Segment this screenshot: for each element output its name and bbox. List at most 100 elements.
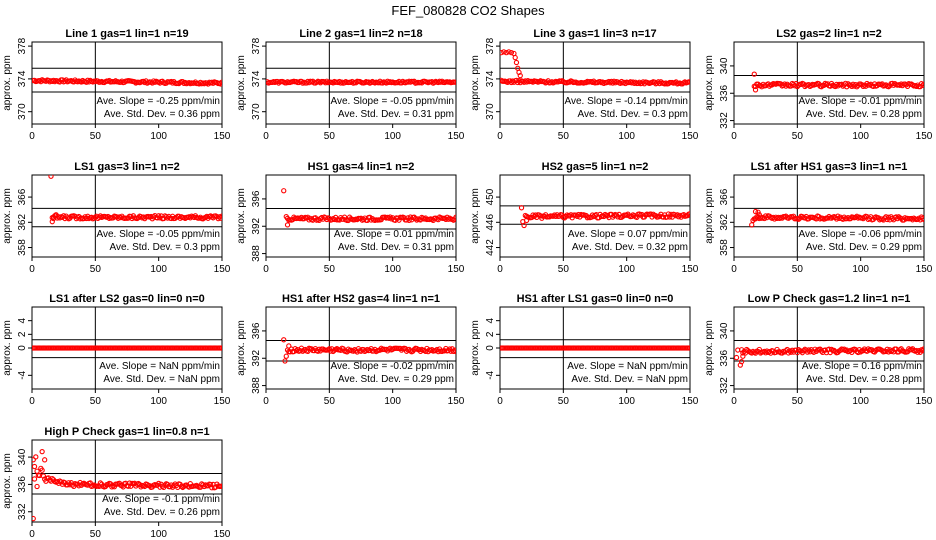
y-tick-label: 374 <box>485 70 496 87</box>
x-tick-label: 0 <box>731 131 737 142</box>
x-tick-label: 100 <box>150 396 167 407</box>
x-tick-label: 50 <box>90 264 102 275</box>
y-tick-label: -4 <box>17 370 28 379</box>
y-tick-label: 378 <box>17 37 28 54</box>
data-point <box>286 343 292 349</box>
plot-frame <box>733 306 925 390</box>
y-tick-label: 396 <box>251 322 262 339</box>
x-tick-label: 0 <box>263 396 269 407</box>
slope-annotation: Ave. Slope = -0.02 ppm/min <box>331 361 455 372</box>
data-point <box>39 448 45 455</box>
data-point <box>752 208 759 215</box>
y-tick-label: 358 <box>719 239 730 256</box>
data-point <box>845 81 851 87</box>
y-tick-label: 378 <box>485 37 496 54</box>
y-tick-label: 362 <box>17 214 28 231</box>
slope-annotation: Ave. Slope = NaN ppm/min <box>567 361 688 372</box>
data-point <box>453 348 456 355</box>
data-point <box>667 214 673 220</box>
y-tick-label: 4 <box>485 317 496 323</box>
data-series <box>32 448 222 522</box>
x-tick-label: 0 <box>497 264 503 275</box>
data-series <box>48 175 222 225</box>
data-point <box>40 473 47 479</box>
panel-8: LS1 after HS1 gas=3 lin=1 n=1 0 50 100 150 35… <box>704 161 933 275</box>
x-tick-label: 0 <box>263 264 269 275</box>
y-tick-label: 340 <box>719 57 730 74</box>
x-tick-label: 50 <box>792 396 804 407</box>
x-tick-label: 100 <box>384 396 401 407</box>
data-point <box>917 83 923 90</box>
panel-10: HS1 after HS2 gas=4 lin=1 n=1 0 50 100 150 38… <box>236 293 465 407</box>
y-axis-label: approx. ppm <box>470 55 481 111</box>
x-tick-label: 100 <box>150 264 167 275</box>
data-point <box>687 345 690 351</box>
data-point <box>764 348 770 354</box>
panel-13: High P Check gas=1 lin=0.8 n=1 0 50 100 150 3… <box>2 426 231 540</box>
y-tick-label: 340 <box>17 448 28 465</box>
x-tick-label: 100 <box>384 264 401 275</box>
x-tick-label: 0 <box>29 529 35 540</box>
figure-title: FEF_080828 CO2 Shapes <box>391 3 545 18</box>
x-tick-label: 100 <box>618 396 635 407</box>
x-tick-label: 150 <box>214 396 231 407</box>
x-tick-label: 100 <box>384 131 401 142</box>
panel-title: HS1 after LS1 gas=0 lin=0 n=0 <box>517 293 674 305</box>
panel-title: High P Check gas=1 lin=0.8 n=1 <box>44 426 209 438</box>
data-point <box>766 83 773 89</box>
x-tick-label: 150 <box>682 396 699 407</box>
data-point <box>503 50 509 56</box>
data-point <box>452 347 456 353</box>
data-point <box>283 353 289 359</box>
x-tick-label: 100 <box>618 131 635 142</box>
y-tick-label: 340 <box>719 322 730 339</box>
data-point <box>513 59 520 66</box>
slope-annotation: Ave. Slope = NaN ppm/min <box>99 361 220 372</box>
plot-frame <box>31 439 223 523</box>
data-point <box>795 216 802 222</box>
data-point <box>860 83 866 90</box>
data-point <box>219 213 222 219</box>
x-tick-label: 50 <box>90 529 102 540</box>
panel-title: LS1 after HS1 gas=3 lin=1 n=1 <box>751 161 908 173</box>
panel-title: LS1 gas=3 lin=1 n=2 <box>74 161 179 173</box>
data-point <box>218 215 222 221</box>
data-point <box>219 483 222 489</box>
x-tick-label: 0 <box>497 131 503 142</box>
x-tick-label: 50 <box>90 396 102 407</box>
y-axis-label: approx. ppm <box>704 188 715 244</box>
x-tick-label: 150 <box>916 264 933 275</box>
y-tick-label: 336 <box>719 84 730 101</box>
stddev-annotation: Ave. Std. Dev. = 0.28 ppm <box>806 109 922 120</box>
data-series <box>32 345 222 351</box>
data-point <box>450 348 456 355</box>
data-point <box>841 346 847 352</box>
panel-2: Line 2 gas=1 lin=2 n=18 0 50 100 150 370 374 37… <box>236 28 465 142</box>
data-point <box>97 480 104 486</box>
data-point <box>921 216 924 223</box>
data-point <box>756 212 762 218</box>
x-tick-label: 150 <box>214 264 231 275</box>
stddev-annotation: Ave. Std. Dev. = 0.29 ppm <box>806 242 922 253</box>
stddev-annotation: Ave. Std. Dev. = NaN ppm <box>103 374 220 385</box>
data-point <box>508 50 515 56</box>
data-point <box>341 214 348 220</box>
data-point <box>921 346 924 352</box>
data-point <box>105 481 111 488</box>
x-tick-label: 50 <box>792 131 804 142</box>
data-series <box>518 205 690 229</box>
data-point <box>751 71 757 77</box>
data-point <box>523 217 530 224</box>
y-tick-label: 358 <box>17 239 28 256</box>
stddev-annotation: Ave. Std. Dev. = 0.36 ppm <box>104 109 220 120</box>
x-tick-label: 0 <box>29 396 35 407</box>
data-point <box>34 483 40 490</box>
x-tick-label: 100 <box>150 529 167 540</box>
data-series <box>281 188 456 228</box>
x-tick-label: 100 <box>852 131 869 142</box>
y-tick-label: 378 <box>251 37 262 54</box>
data-point <box>281 188 287 194</box>
x-tick-label: 150 <box>916 131 933 142</box>
slope-annotation: Ave. Slope = -0.01 ppm/min <box>799 96 923 107</box>
panel-7: HS2 gas=5 lin=1 n=2 0 50 100 150 442 446 450 app… <box>470 161 699 275</box>
